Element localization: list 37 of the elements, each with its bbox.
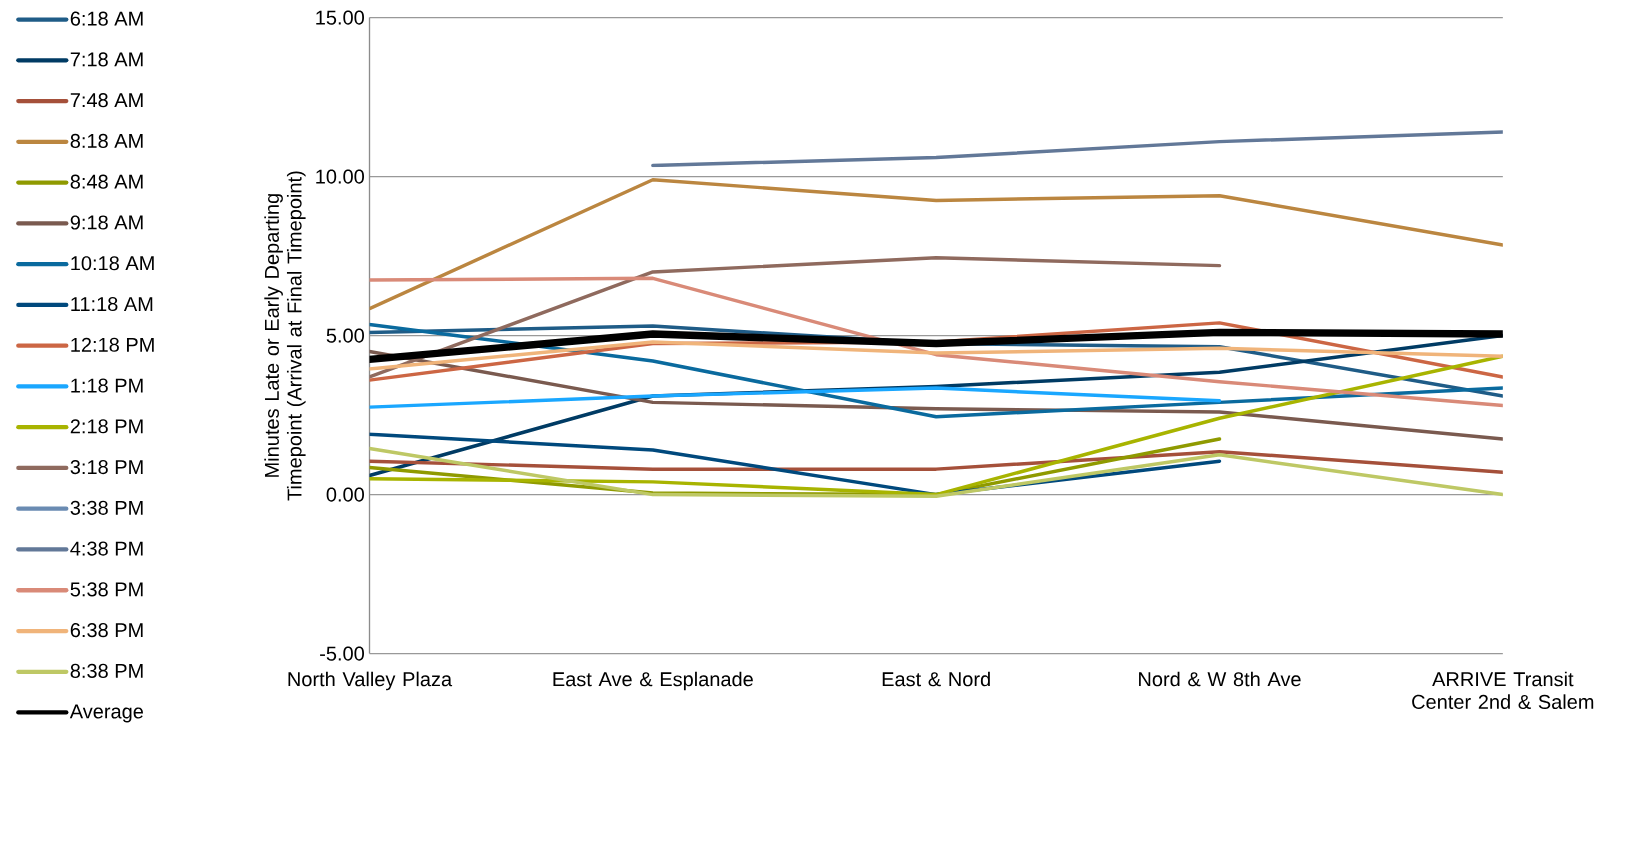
y-tick-label: 10.00: [316, 169, 364, 184]
line-series: [369, 386, 1222, 409]
legend-label: 3:18 PM: [70, 459, 143, 475]
x-tick-label: East Ave & Esplanade: [553, 671, 753, 691]
line-series: [369, 340, 1503, 371]
y-tick-label: 15.00: [316, 10, 364, 25]
line-series: [651, 130, 1503, 168]
legend-label: 6:18 AM: [70, 11, 143, 26]
legend-label: 7:48 AM: [70, 93, 143, 108]
x-tick-label: ARRIVE Transit Center 2nd & Salem: [1412, 671, 1594, 709]
y-tick-label: 0.00: [326, 487, 364, 502]
line-series: [369, 449, 1503, 475]
legend-label: 9:18 AM: [70, 215, 143, 230]
legend-label: 12:18 PM: [71, 337, 154, 352]
line-series: [369, 178, 1503, 311]
legend-label: 4:38 PM: [70, 541, 143, 556]
x-tick-label: Nord & W 8th Ave: [1139, 671, 1301, 687]
legend-label: 11:18 AM: [71, 296, 153, 312]
legend-label: 1:18 PM: [71, 378, 143, 393]
y-tick-label: 5.00: [326, 328, 364, 343]
legend-label: 10:18 AM: [71, 256, 154, 271]
legend-label: 3:38 PM: [70, 500, 143, 515]
legend-label: 2:18 PM: [70, 419, 143, 434]
x-tick-label: East & Nord: [882, 671, 990, 687]
legend-label: Average: [69, 704, 143, 723]
legend-label: 8:48 AM: [70, 174, 143, 189]
line-series: [369, 276, 1503, 408]
legend-label: 7:18 AM: [70, 52, 143, 67]
legend-label: 6:38 PM: [70, 623, 143, 638]
legend-label: 8:38 PM: [70, 663, 143, 678]
line-series: [369, 255, 1222, 379]
y-axis-title: Minutes Late or Early Departing Timepoint (Arrival at Final Timepoint): [264, 171, 306, 501]
line-series: [369, 446, 1503, 498]
y-tick-label: -5.00: [320, 646, 364, 661]
x-tick-label: North Valley Plaza: [288, 671, 453, 691]
legend-label: 8:18 AM: [70, 133, 143, 149]
legend-label: 5:38 PM: [70, 582, 143, 597]
